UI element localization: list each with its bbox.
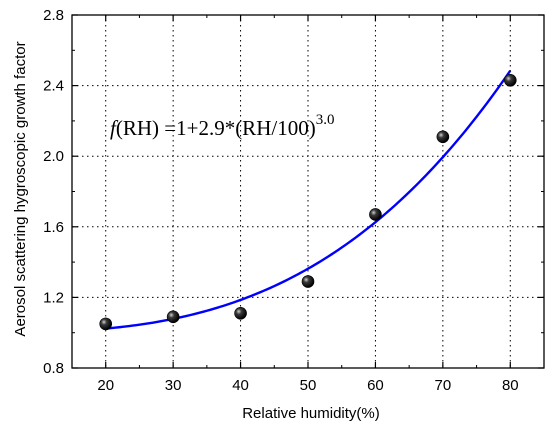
- equation-f: f: [110, 116, 119, 140]
- equation-body: (RH) =1+2.9*(RH/100): [116, 116, 316, 140]
- fit-equation: f(RH) =1+2.9*(RH/100)3.0: [110, 112, 334, 140]
- equation-exponent: 3.0: [316, 112, 335, 128]
- y-axis-title: Aerosol scattering hygroscopic growth fa…: [12, 41, 29, 336]
- x-tick-label: 40: [232, 377, 249, 394]
- x-tick-label: 80: [502, 377, 519, 394]
- x-tick-label: 50: [300, 377, 317, 394]
- y-tick-label: 0.8: [43, 360, 64, 377]
- ticks: 20 30 40 50 60 70 80 0.8 1.2 1.6 2.0 2.4 2.8: [43, 7, 544, 394]
- data-point: [301, 275, 315, 288]
- x-axis-title: Relative humidity(%): [242, 405, 380, 422]
- x-tick-label: 70: [435, 377, 452, 394]
- data-point: [369, 208, 382, 221]
- data-point: [436, 130, 450, 144]
- y-tick-label: 2.4: [43, 78, 64, 95]
- y-tick-label: 2.8: [43, 7, 64, 24]
- data-point: [234, 306, 247, 320]
- y-tick-label: 2.0: [43, 148, 64, 165]
- grid: [72, 14, 544, 369]
- data-point: [503, 74, 517, 87]
- data-point: [166, 310, 180, 324]
- y-tick-label: 1.2: [43, 289, 64, 306]
- y-tick-label: 1.6: [43, 219, 64, 236]
- data-point: [99, 317, 113, 331]
- fit-curve: [105, 69, 512, 330]
- x-tick-label: 20: [97, 377, 114, 394]
- data-points: [99, 74, 517, 331]
- fit-curve-layer: [105, 69, 512, 330]
- x-tick-label: 30: [165, 377, 182, 394]
- x-tick-label: 60: [367, 377, 384, 394]
